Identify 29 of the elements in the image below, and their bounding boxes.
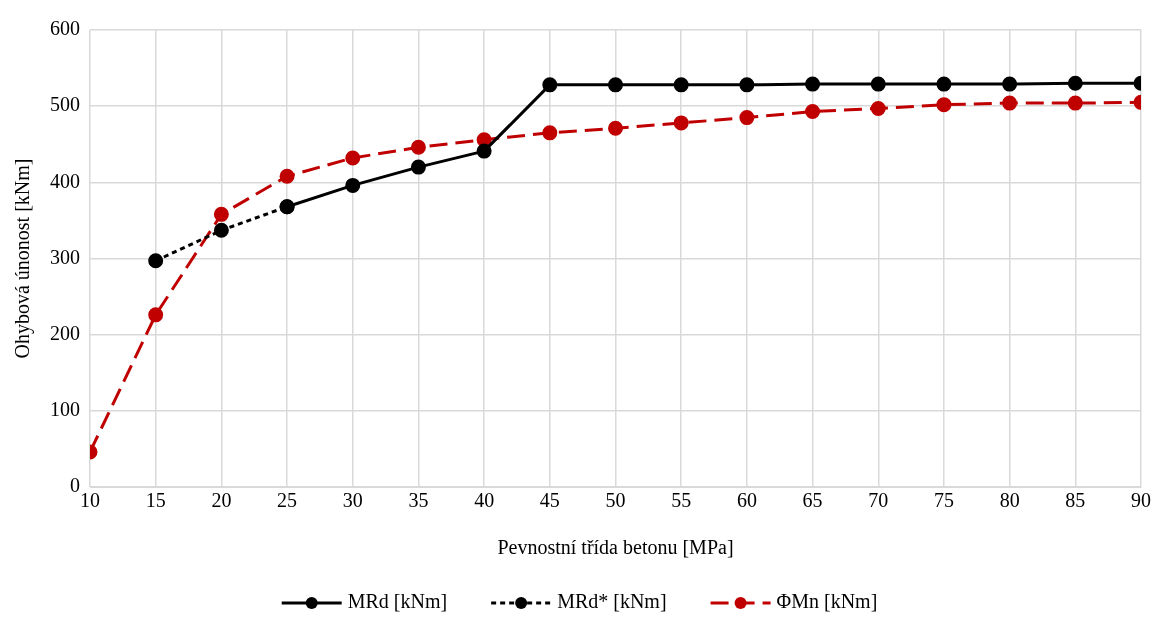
x-tick-label: 60 [736, 489, 757, 512]
x-tick-label: 45 [539, 489, 560, 512]
x-axis-title: Pevnostní třída betonu [MPa] [497, 536, 734, 559]
x-tick-label: 30 [342, 489, 363, 512]
y-tick-label: 200 [50, 321, 80, 344]
x-tick-label: 90 [1131, 489, 1151, 512]
x-tick-label: 85 [1065, 489, 1086, 512]
x-tick-label: 70 [868, 489, 889, 512]
y-tick-label: 500 [50, 93, 80, 116]
x-tick-label: 50 [605, 489, 626, 512]
x-tick-label: 20 [211, 489, 232, 512]
x-tick-label: 75 [933, 489, 954, 512]
legend-label: MRd* [kNm] [557, 590, 667, 613]
y-tick-label: 100 [50, 398, 80, 421]
x-tick-label: 25 [277, 489, 298, 512]
x-tick-label: 40 [474, 489, 495, 512]
legend-label: ΦMn [kNm] [776, 590, 878, 613]
y-tick-label: 600 [50, 17, 80, 40]
x-tick-label: 15 [145, 489, 166, 512]
x-tick-label: 55 [671, 489, 692, 512]
x-tick-label: 10 [80, 489, 100, 512]
x-tick-label: 65 [802, 489, 823, 512]
x-tick-label: 80 [999, 489, 1020, 512]
legend-label: MRd [kNm] [347, 590, 448, 613]
x-tick-label: 35 [408, 489, 429, 512]
y-axis-title: Ohybová únonost [kNm] [11, 158, 35, 359]
y-tick-label: 0 [70, 474, 80, 497]
y-tick-label: 400 [50, 169, 80, 192]
y-tick-label: 300 [50, 245, 80, 268]
